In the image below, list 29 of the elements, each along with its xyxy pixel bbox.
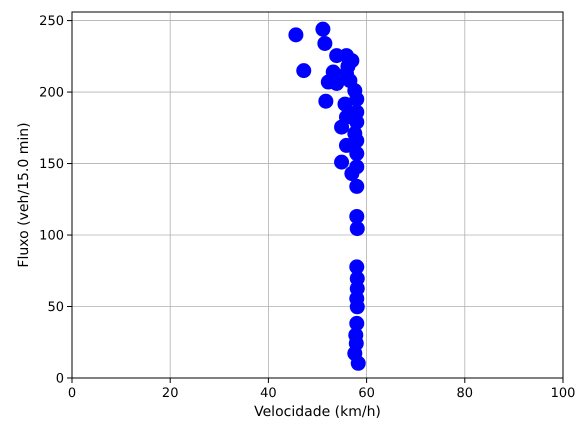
point: [337, 96, 352, 112]
x-tick-label: 20: [162, 386, 178, 401]
point: [349, 146, 364, 162]
point: [334, 154, 350, 170]
y-tick-label: 200: [39, 86, 64, 101]
y-tick-label: 150: [39, 157, 64, 172]
point: [350, 221, 365, 236]
point: [296, 63, 312, 78]
point: [349, 178, 364, 194]
x-tick-label: 40: [260, 386, 277, 401]
y-tick-label: 50: [47, 300, 64, 316]
x-tick-label: 100: [550, 386, 576, 401]
point: [315, 22, 330, 37]
point: [338, 138, 354, 153]
point: [317, 36, 332, 51]
x-tick-label: 80: [456, 386, 474, 401]
y-tick-label: 100: [39, 228, 64, 244]
point: [318, 94, 334, 109]
x-axis-title: Velocidade (km/h): [254, 404, 381, 420]
x-tick-label: 60: [358, 386, 375, 401]
point: [288, 27, 304, 42]
y-axis-title: Fluxo (veh/15.0 min): [16, 122, 32, 268]
y-tick-label: 250: [39, 14, 64, 30]
y-tick-label: 0: [56, 372, 64, 386]
point: [329, 76, 344, 91]
point: [344, 166, 360, 182]
x-tick-label: 0: [68, 386, 76, 401]
point: [334, 120, 350, 135]
point: [350, 356, 366, 371]
